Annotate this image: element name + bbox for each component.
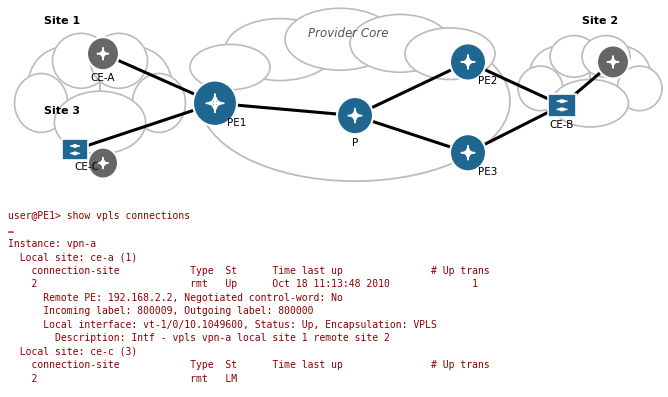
Ellipse shape: [87, 37, 119, 70]
Ellipse shape: [529, 46, 590, 106]
Ellipse shape: [28, 47, 100, 125]
Ellipse shape: [582, 36, 630, 77]
Ellipse shape: [552, 79, 629, 127]
Ellipse shape: [100, 47, 172, 125]
Ellipse shape: [47, 49, 152, 147]
Text: user@PE1> show vpls connections: user@PE1> show vpls connections: [8, 212, 190, 222]
Text: Incoming label: 800009, Outgoing label: 800000: Incoming label: 800009, Outgoing label: …: [8, 306, 313, 316]
Ellipse shape: [450, 43, 486, 81]
Ellipse shape: [590, 46, 651, 106]
Text: Site 3: Site 3: [44, 106, 80, 116]
Ellipse shape: [405, 28, 495, 79]
Ellipse shape: [88, 148, 118, 179]
Text: Local site: ce-a (1): Local site: ce-a (1): [8, 252, 137, 262]
Text: Remote PE: 192.168.2.2, Negotiated control-word: No: Remote PE: 192.168.2.2, Negotiated contr…: [8, 293, 343, 303]
Text: …: …: [8, 225, 14, 235]
Text: CE-C: CE-C: [75, 162, 100, 172]
Ellipse shape: [225, 19, 335, 81]
Ellipse shape: [190, 44, 270, 90]
Text: Description: Intf - vpls vpn-a local site 1 remote site 2: Description: Intf - vpls vpn-a local sit…: [8, 333, 390, 343]
Text: PE1: PE1: [227, 118, 246, 128]
Ellipse shape: [350, 14, 450, 72]
Ellipse shape: [617, 66, 662, 111]
Ellipse shape: [54, 91, 146, 154]
Ellipse shape: [193, 81, 237, 126]
Ellipse shape: [550, 36, 598, 77]
Ellipse shape: [285, 8, 395, 70]
Ellipse shape: [90, 33, 148, 88]
Text: Provider Core: Provider Core: [308, 27, 388, 40]
Text: PE3: PE3: [478, 167, 498, 177]
Ellipse shape: [200, 21, 510, 181]
Text: Site 1: Site 1: [44, 16, 80, 26]
Ellipse shape: [53, 33, 110, 88]
Ellipse shape: [337, 97, 373, 134]
FancyBboxPatch shape: [62, 139, 88, 160]
FancyBboxPatch shape: [548, 94, 576, 117]
Text: connection-site            Type  St      Time last up               # Up trans: connection-site Type St Time last up # U…: [8, 266, 490, 276]
Text: CE-A: CE-A: [91, 73, 116, 83]
Ellipse shape: [597, 45, 629, 79]
Text: P: P: [352, 138, 358, 148]
Ellipse shape: [15, 73, 67, 132]
Text: Site 2: Site 2: [582, 16, 618, 26]
Ellipse shape: [132, 73, 186, 132]
Text: PE2: PE2: [478, 76, 498, 87]
Text: 2                          rmt   Up      Oct 18 11:13:48 2010              1: 2 rmt Up Oct 18 11:13:48 2010 1: [8, 279, 478, 289]
Ellipse shape: [518, 66, 563, 111]
Ellipse shape: [450, 134, 486, 172]
Text: Local interface: vt-1/0/10.1049600, Status: Up, Encapsulation: VPLS: Local interface: vt-1/0/10.1049600, Stat…: [8, 320, 437, 330]
Text: Local site: ce-c (3): Local site: ce-c (3): [8, 347, 137, 357]
Text: connection-site            Type  St      Time last up               # Up trans: connection-site Type St Time last up # U…: [8, 360, 490, 370]
Text: CE-B: CE-B: [550, 120, 574, 130]
Ellipse shape: [546, 48, 634, 122]
Text: 2                          rmt   LM: 2 rmt LM: [8, 374, 237, 384]
Text: Instance: vpn-a: Instance: vpn-a: [8, 239, 96, 249]
